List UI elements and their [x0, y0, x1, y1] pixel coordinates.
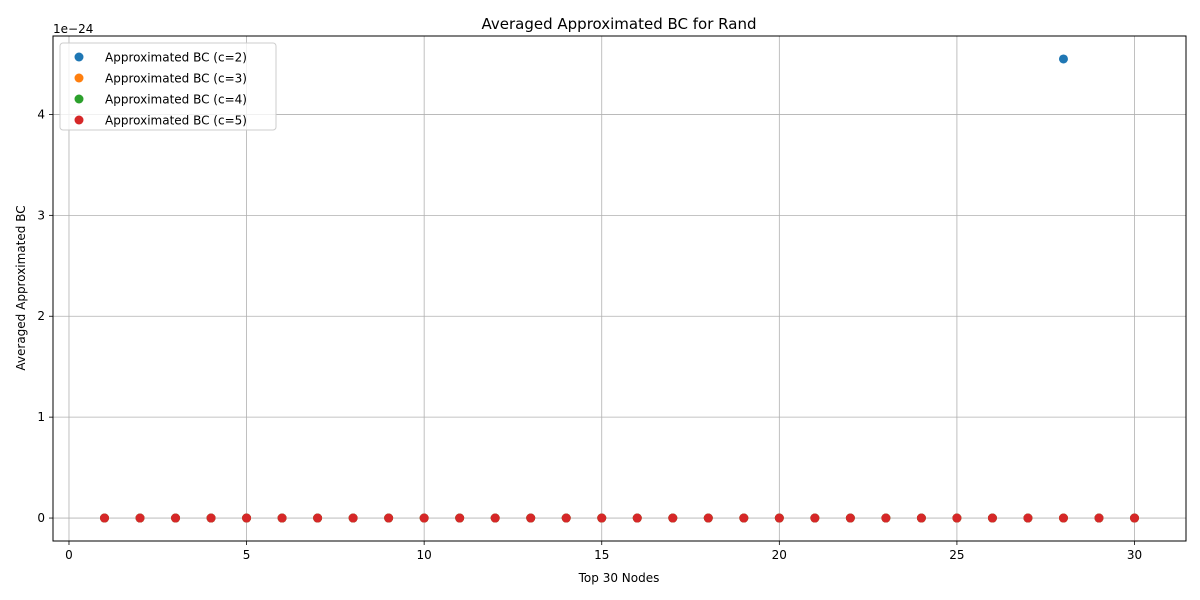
x-tick-label: 0 [65, 548, 73, 562]
chart-title: Averaged Approximated BC for Rand [482, 15, 757, 33]
y-axis-ticks: 0 1 2 3 4 [37, 107, 53, 525]
data-point-c5 [171, 513, 181, 523]
data-point-c5 [703, 513, 713, 523]
data-point-c5 [419, 513, 429, 523]
legend-label: Approximated BC (c=4) [105, 93, 247, 107]
data-point-c5 [1058, 513, 1068, 523]
data-point-c5 [313, 513, 323, 523]
x-tick-label: 10 [417, 548, 432, 562]
data-point-c5 [881, 513, 891, 523]
data-point-c5 [774, 513, 784, 523]
data-point-c5 [490, 513, 500, 523]
y-tick-label: 3 [37, 208, 45, 222]
data-point-c5 [668, 513, 678, 523]
data-point-c5 [916, 513, 926, 523]
data-point-c5 [455, 513, 465, 523]
data-point-c5 [384, 513, 394, 523]
x-axis-label: Top 30 Nodes [578, 571, 660, 585]
y-tick-label: 1 [37, 410, 45, 424]
data-point-c5 [348, 513, 358, 523]
legend-marker [74, 115, 84, 125]
data-point-c5 [277, 513, 287, 523]
data-point-c2 [1058, 54, 1068, 64]
data-point-c5 [952, 513, 962, 523]
legend-label: Approximated BC (c=2) [105, 51, 247, 65]
data-point-c5 [597, 513, 607, 523]
legend-marker [74, 94, 84, 104]
x-tick-label: 15 [594, 548, 609, 562]
legend-label: Approximated BC (c=5) [105, 114, 247, 128]
legend: Approximated BC (c=2) Approximated BC (c=… [59, 42, 277, 131]
y-tick-label: 4 [37, 107, 45, 121]
x-tick-label: 20 [772, 548, 787, 562]
data-point-c5 [739, 513, 749, 523]
data-point-c5 [1023, 513, 1033, 523]
y-tick-label: 2 [37, 309, 45, 323]
data-points [100, 54, 1139, 523]
data-point-c5 [845, 513, 855, 523]
plot-frame [52, 35, 1187, 542]
data-point-c5 [242, 513, 252, 523]
data-point-c5 [561, 513, 571, 523]
x-tick-label: 30 [1127, 548, 1142, 562]
legend-label: Approximated BC (c=3) [105, 72, 247, 86]
data-point-c5 [1094, 513, 1104, 523]
grid-lines [53, 36, 1186, 541]
y-offset-label: 1e−24 [53, 22, 93, 36]
x-tick-label: 25 [949, 548, 964, 562]
legend-marker [74, 73, 84, 83]
data-point-c5 [632, 513, 642, 523]
legend-marker [74, 52, 84, 62]
y-tick-label: 0 [37, 511, 45, 525]
y-axis-label: Averaged Approximated BC [14, 205, 28, 370]
legend-box [59, 42, 277, 131]
x-tick-label: 5 [243, 548, 251, 562]
data-point-c5 [810, 513, 820, 523]
x-axis-ticks: 0 5 10 15 20 25 30 [65, 541, 1142, 562]
data-point-c5 [206, 513, 216, 523]
data-point-c5 [1130, 513, 1139, 523]
data-point-c5 [135, 513, 145, 523]
data-point-c5 [526, 513, 536, 523]
data-point-c5 [987, 513, 997, 523]
data-point-c5 [100, 513, 109, 523]
